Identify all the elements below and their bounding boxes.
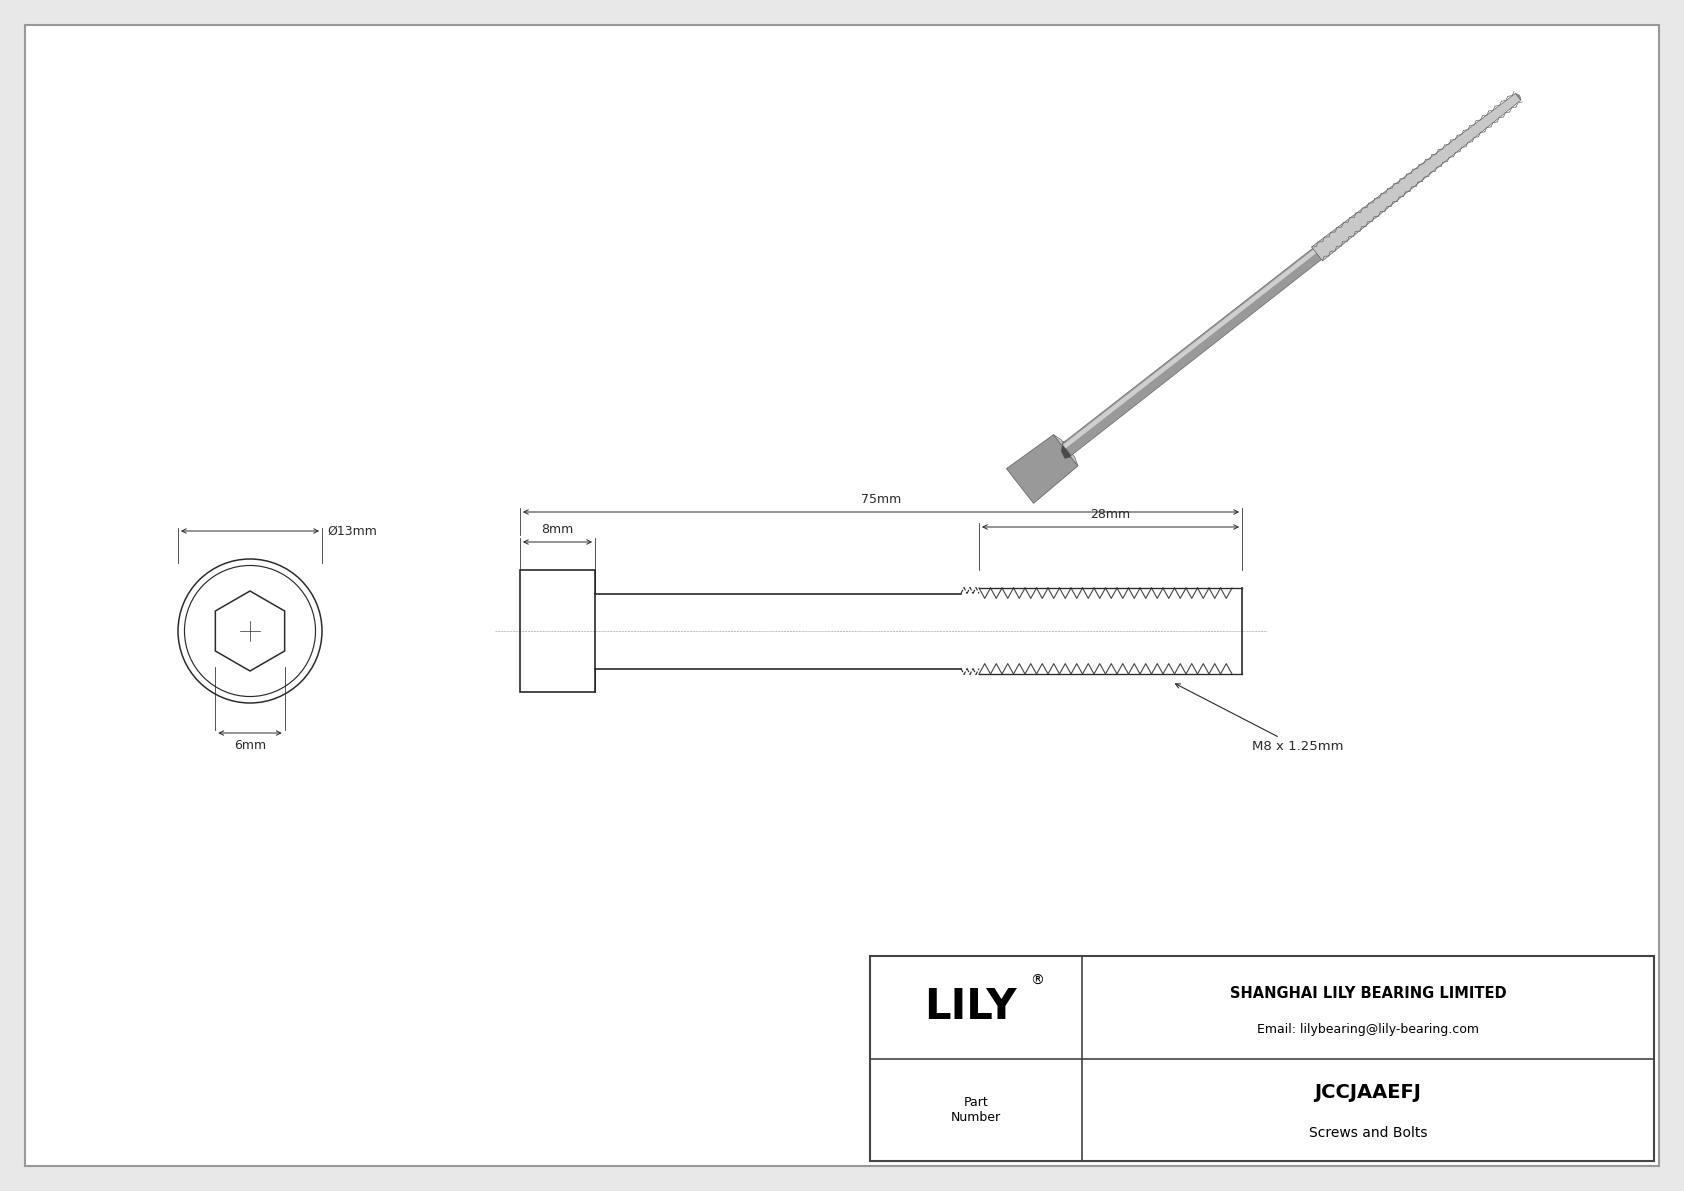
Text: Part
Number: Part Number <box>951 1096 1000 1124</box>
Text: LILY: LILY <box>925 986 1017 1028</box>
Polygon shape <box>1063 249 1317 448</box>
Bar <box>520 570 594 692</box>
Circle shape <box>185 566 315 697</box>
Polygon shape <box>1312 93 1521 261</box>
Text: 8mm: 8mm <box>541 523 574 536</box>
Polygon shape <box>1061 441 1073 459</box>
Polygon shape <box>1007 435 1078 504</box>
Text: 6mm: 6mm <box>234 738 266 752</box>
Polygon shape <box>216 591 285 671</box>
Polygon shape <box>1063 248 1322 455</box>
Text: M8 x 1.25mm: M8 x 1.25mm <box>1175 684 1344 754</box>
Text: 75mm: 75mm <box>861 493 901 506</box>
Circle shape <box>217 599 283 663</box>
Text: 28mm: 28mm <box>1091 509 1130 520</box>
Text: Screws and Bolts: Screws and Bolts <box>1308 1127 1426 1140</box>
Text: Ø13mm: Ø13mm <box>327 524 377 537</box>
Text: Email: lilybearing@lily-bearing.com: Email: lilybearing@lily-bearing.com <box>1256 1023 1479 1036</box>
Text: ®: ® <box>1031 973 1044 987</box>
Circle shape <box>179 559 322 703</box>
Bar <box>871 956 1654 1161</box>
Text: JCCJAAEFJ: JCCJAAEFJ <box>1315 1083 1421 1102</box>
Text: SHANGHAI LILY BEARING LIMITED: SHANGHAI LILY BEARING LIMITED <box>1229 986 1505 1002</box>
Polygon shape <box>1054 435 1078 466</box>
Polygon shape <box>1516 93 1521 100</box>
